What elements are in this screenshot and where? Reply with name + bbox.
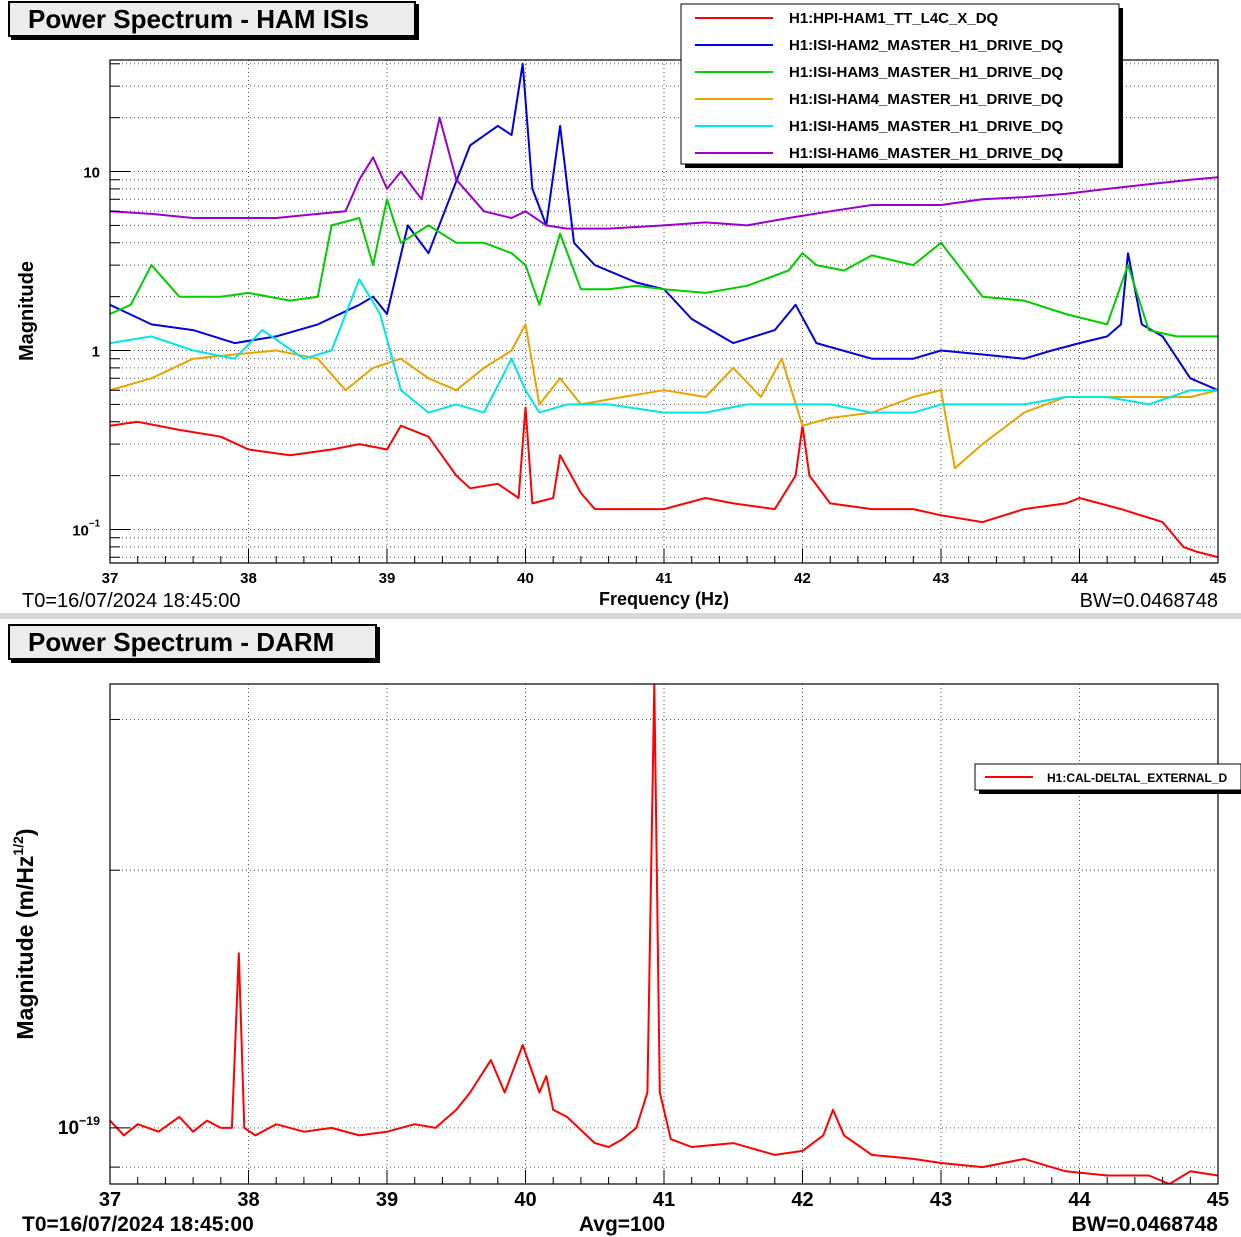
chart2-legend: H1:CAL-DELTAL_EXTERNAL_D	[974, 763, 1241, 794]
legend-label: H1:ISI-HAM4_MASTER_H1_DRIVE_DQ	[789, 91, 1064, 108]
series-line-5	[110, 278, 1218, 414]
x-tick-label: 43	[933, 570, 950, 587]
panel1-title: Power Spectrum - HAM ISIs	[8, 1, 416, 37]
x-tick-label: 42	[794, 570, 811, 587]
chart1-legend: H1:HPI-HAM1_TT_L4C_X_DQ H1:ISI-HAM2_MASTE…	[680, 3, 1123, 168]
x-tick-label: 44	[1068, 1189, 1091, 1211]
legend-label: H1:HPI-HAM1_TT_L4C_X_DQ	[789, 10, 999, 27]
legend-label: H1:ISI-HAM6_MASTER_H1_DRIVE_DQ	[789, 145, 1064, 162]
x-tick-label: 43	[930, 1189, 952, 1211]
chart1-bw: BW=0.0468748	[1080, 590, 1218, 612]
chart2-series	[110, 684, 1218, 1184]
x-tick-label: 38	[237, 1189, 259, 1211]
panel-separator	[0, 613, 1241, 619]
x-tick-label: 42	[791, 1189, 813, 1211]
y-tick-label: 10	[83, 165, 100, 182]
x-tick-label: 37	[99, 1189, 121, 1211]
chart2-avg: Avg=100	[579, 1213, 665, 1236]
chart1-xlabel: Frequency (Hz)	[599, 589, 729, 609]
x-tick-label: 45	[1207, 1189, 1229, 1211]
chart2-bw: BW=0.0468748	[1071, 1213, 1218, 1236]
series-line-4	[110, 323, 1218, 470]
legend-label: H1:CAL-DELTAL_EXTERNAL_D	[1047, 771, 1228, 785]
x-tick-label: 39	[376, 1189, 398, 1211]
x-tick-label: 40	[517, 570, 534, 587]
x-tick-label: 44	[1071, 570, 1088, 587]
x-tick-label: 38	[240, 570, 257, 587]
x-tick-label: 39	[379, 570, 396, 587]
legend-box	[680, 3, 1120, 165]
series-line-3	[110, 198, 1218, 338]
legend-label: H1:ISI-HAM2_MASTER_H1_DRIVE_DQ	[789, 37, 1064, 54]
chart1-grid	[110, 60, 1218, 563]
x-tick-label: 37	[102, 570, 119, 587]
darm-chart: 37 38 39 40 41 42 43 44 45 10−19 Magnitude (m/Hz1…	[10, 683, 1241, 1236]
series-line-1	[110, 406, 1218, 559]
chart1-series	[110, 62, 1218, 559]
chart1-t0: T0=16/07/2024 18:45:00	[22, 590, 241, 612]
legend-label: H1:ISI-HAM5_MASTER_H1_DRIVE_DQ	[789, 118, 1064, 135]
x-tick-label: 41	[653, 1189, 675, 1211]
x-tick-label: 45	[1210, 570, 1227, 587]
ham-isi-chart: 37 38 39 40 41 42 43 44 45 10−1 1 10 Magnitude Freq…	[16, 3, 1227, 612]
y-tick-label: 10−19	[58, 1114, 100, 1139]
x-tick-label: 41	[656, 570, 673, 587]
legend-label: H1:ISI-HAM3_MASTER_H1_DRIVE_DQ	[789, 64, 1064, 81]
chart2-ylabel: Magnitude (m/Hz1/2)	[10, 828, 38, 1039]
y-tick-label: 1	[92, 344, 100, 361]
panel2-title: Power Spectrum - DARM	[8, 624, 377, 660]
chart1-ticks: 37 38 39 40 41 42 43 44 45 10−1 1 10	[72, 63, 1227, 587]
series-line-1	[110, 684, 1218, 1184]
chart1-ylabel: Magnitude	[16, 261, 38, 361]
chart2-ticks: 37 38 39 40 41 42 43 44 45 10−19	[58, 718, 1229, 1211]
series-line-6	[110, 116, 1218, 230]
y-tick-label: 10−1	[72, 519, 100, 540]
chart2-t0: T0=16/07/2024 18:45:00	[22, 1213, 254, 1236]
chart2-grid	[110, 684, 1218, 1184]
x-tick-label: 40	[514, 1189, 536, 1211]
